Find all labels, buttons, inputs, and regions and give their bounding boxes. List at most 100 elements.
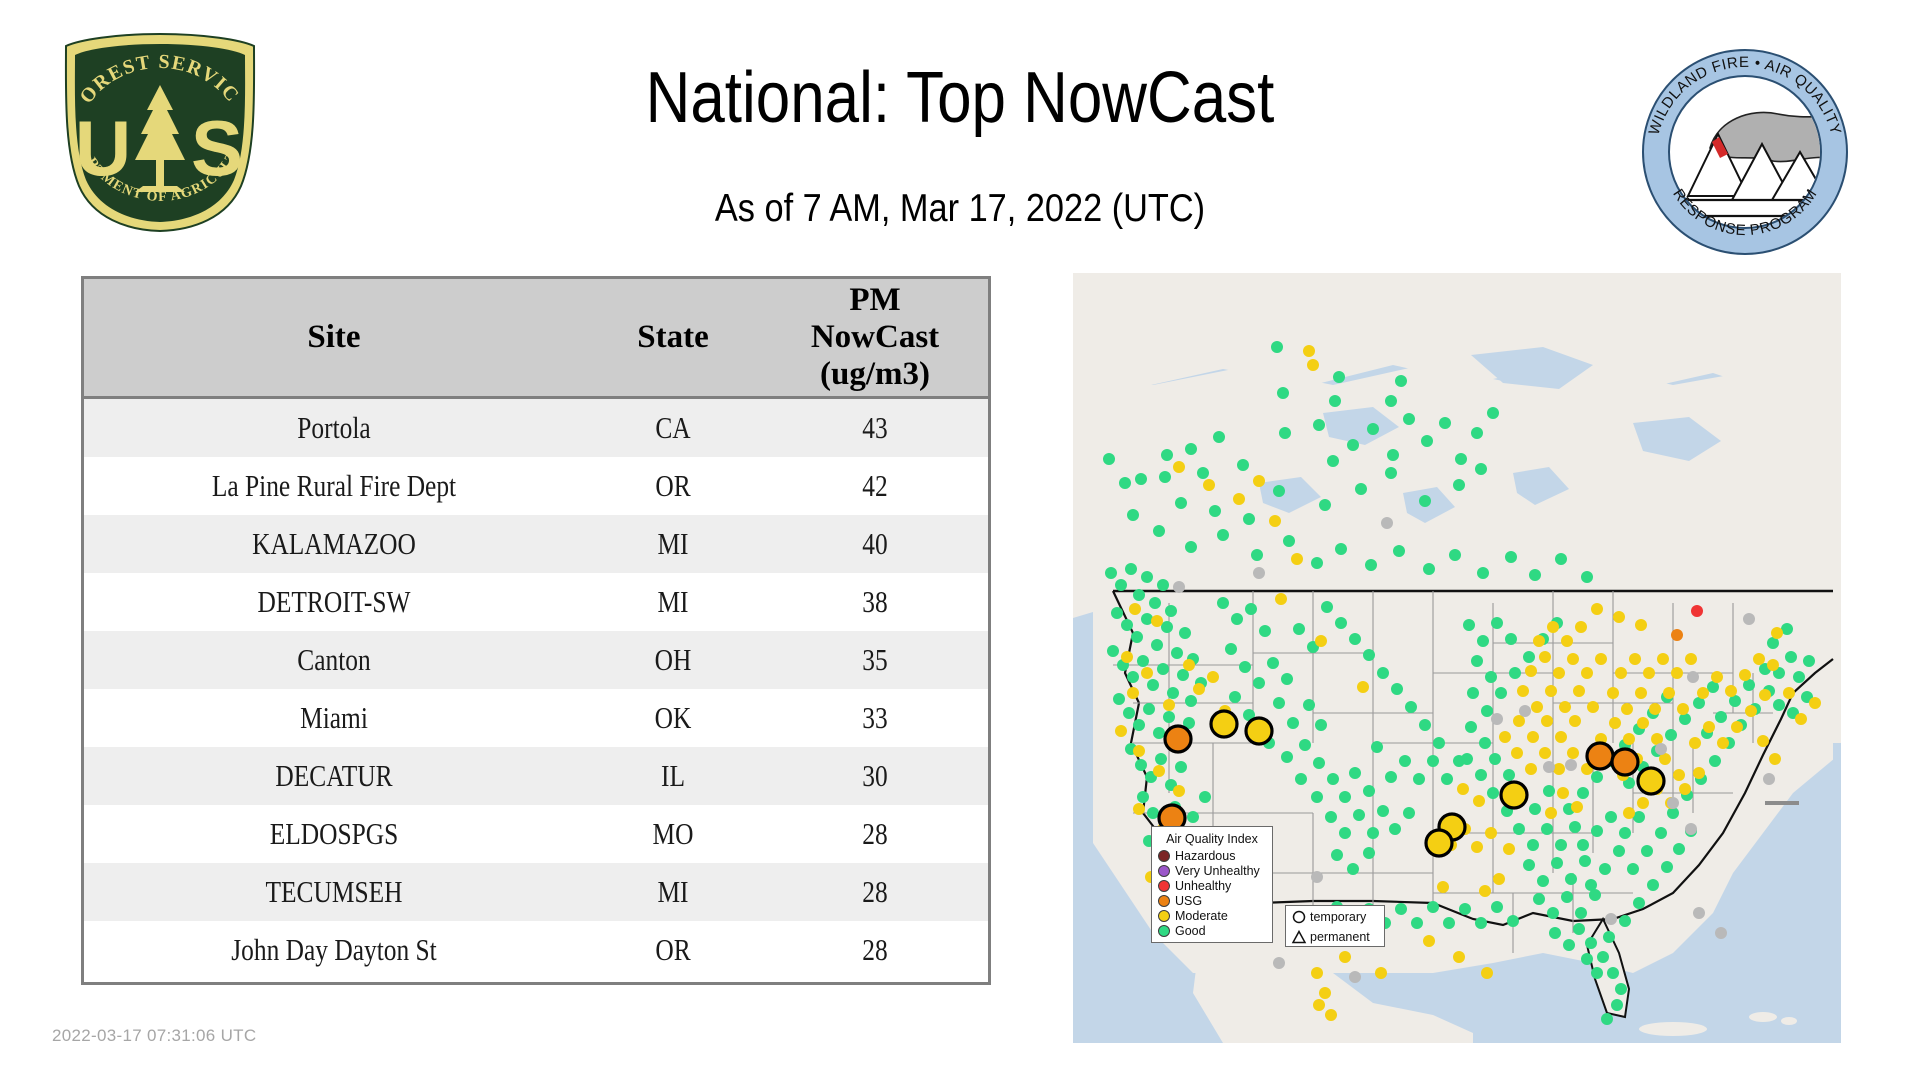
cell-pm: 28 (862, 932, 888, 967)
cell-state: OR (655, 468, 691, 503)
table-row: DECATUR IL 30 (84, 747, 988, 805)
column-header-pm-nowcast: PM NowCast (ug/m3) (762, 282, 988, 393)
top-nowcast-table: Site State PM NowCast (ug/m3) Portola CA… (81, 276, 991, 985)
cell-site: TECUMSEH (265, 874, 403, 909)
table-row: DETROIT-SW MI 38 (84, 573, 988, 631)
yucatan (1373, 1003, 1473, 1043)
cell-pm: 35 (862, 642, 888, 677)
cell-site: Canton (297, 642, 371, 677)
cell-site: DETROIT-SW (257, 584, 411, 619)
aqi-swatch-moderate-icon (1158, 909, 1170, 922)
column-header-site: Site (307, 319, 361, 355)
table-row: Portola CA 43 (84, 399, 988, 457)
cell-state: CA (655, 410, 691, 445)
cell-state: OR (655, 932, 691, 967)
cell-state: IL (660, 758, 685, 793)
top-site-marker-detroit-sw (1610, 747, 1640, 777)
site-type-legend: temporary permanent (1285, 905, 1385, 947)
aqi-legend-label: Very Unhealthy (1175, 863, 1260, 878)
aqi-legend-title: Air Quality Index (1166, 832, 1258, 846)
cell-site: John Day Dayton St (231, 932, 437, 967)
aqi-swatch-very-unhealthy-icon (1158, 864, 1170, 877)
cell-pm: 43 (862, 410, 888, 445)
site-type-item: temporary (1286, 906, 1384, 926)
column-header-pm-line3: (ug/m3) (820, 356, 930, 392)
aqi-legend-item: Moderate (1152, 908, 1272, 923)
table-row: ELDOSPGS MO 28 (84, 805, 988, 863)
top-nowcast-markers[interactable] (1157, 709, 1666, 858)
column-header-pm-line2: NowCast (810, 319, 940, 355)
page-subtitle: As of 7 AM, Mar 17, 2022 (UTC) (714, 187, 1206, 230)
cell-state: MI (657, 584, 689, 619)
aqi-legend-item: Unhealthy (1152, 878, 1272, 893)
cell-site: DECATUR (275, 758, 393, 793)
canada-landmass (1073, 273, 1841, 393)
cell-site: Portola (297, 410, 371, 445)
aqi-legend-item: Hazardous (1152, 848, 1272, 863)
aqi-legend-label: Moderate (1175, 908, 1228, 923)
top-site-marker-canton (1636, 766, 1666, 796)
table-row: La Pine Rural Fire Dept OR 42 (84, 457, 988, 515)
cell-pm: 30 (862, 758, 888, 793)
table-row: TECUMSEH MI 28 (84, 863, 988, 921)
top-site-marker-kalamazoo (1585, 741, 1615, 771)
triangle-outline-icon (1291, 929, 1307, 943)
cell-pm: 33 (862, 700, 888, 735)
footer-timestamp: 2022-03-17 07:31:06 UTC (52, 1026, 257, 1045)
aqi-legend-label: Good (1175, 923, 1206, 938)
table-row: KALAMAZOO MI 40 (84, 515, 988, 573)
forest-service-shield-icon: FOREST SERVICE U S DEPARTMENT OF AGRICUL… (48, 13, 256, 233)
cell-state: OK (654, 700, 692, 735)
cell-state: MI (657, 526, 689, 561)
aqi-legend-item: Good (1152, 923, 1272, 938)
svg-text:S: S (191, 104, 243, 192)
usa-coastline (1112, 590, 1834, 927)
cell-pm: 28 (862, 816, 888, 851)
cell-pm: 42 (862, 468, 888, 503)
aqi-swatch-good-icon (1158, 924, 1170, 937)
page-title: National: Top NowCast (645, 58, 1275, 138)
site-type-label: temporary (1310, 909, 1367, 924)
aqi-legend-item: USG (1152, 893, 1272, 908)
cell-pm: 38 (862, 584, 888, 619)
aqi-legend: Air Quality Index Hazardous Very Unhealt… (1151, 826, 1273, 943)
cell-state: MI (657, 874, 689, 909)
wfaqrp-seal-icon: WILDLAND FIRE • AIR QUALITY RESPONSE PRO… (1642, 49, 1848, 255)
site-type-item: permanent (1286, 926, 1384, 946)
cell-site: KALAMAZOO (252, 526, 416, 561)
wildland-fire-air-quality-logo: WILDLAND FIRE • AIR QUALITY RESPONSE PRO… (1640, 48, 1850, 256)
map-scale-bar (1765, 801, 1799, 805)
aqi-legend-item: Very Unhealthy (1152, 863, 1272, 878)
top-site-marker-decatur (1499, 780, 1529, 810)
cell-pm: 28 (862, 874, 888, 909)
column-header-state: State (637, 319, 709, 355)
caribbean-islands (1639, 1012, 1797, 1036)
cell-site: La Pine Rural Fire Dept (211, 468, 457, 503)
site-type-label: permanent (1310, 929, 1370, 944)
top-site-marker-miami-ok (1424, 828, 1454, 858)
aqi-swatch-usg-icon (1158, 894, 1170, 907)
cell-state: MO (652, 816, 694, 851)
circle-outline-icon (1292, 910, 1306, 923)
aqi-legend-label: Unhealthy (1175, 878, 1232, 893)
column-header-pm-line1: PM (849, 282, 901, 318)
air-quality-map[interactable]: Air Quality Index Hazardous Very Unhealt… (1073, 273, 1841, 1043)
table-row: Canton OH 35 (84, 631, 988, 689)
top-site-marker-john-day (1244, 716, 1274, 746)
table-header-row: Site State PM NowCast (ug/m3) (84, 279, 988, 399)
cell-state: OH (654, 642, 692, 677)
top-site-marker-portola (1163, 724, 1193, 754)
top-site-marker-la-pine (1209, 709, 1239, 739)
us-forest-service-logo: FOREST SERVICE U S DEPARTMENT OF AGRICUL… (48, 13, 265, 235)
aqi-legend-label: Hazardous (1175, 848, 1236, 863)
cell-site: Miami (300, 700, 368, 735)
table-row: Miami OK 33 (84, 689, 988, 747)
table-row: John Day Dayton St OR 28 (84, 921, 988, 979)
aqi-legend-label: USG (1175, 893, 1203, 908)
svg-text:U: U (75, 104, 131, 192)
cell-pm: 40 (862, 526, 888, 561)
cell-site: ELDOSPGS (269, 816, 399, 851)
mexico-landmass (1193, 913, 1403, 1043)
aqi-swatch-hazardous-icon (1158, 849, 1170, 862)
aqi-swatch-unhealthy-icon (1158, 879, 1170, 892)
